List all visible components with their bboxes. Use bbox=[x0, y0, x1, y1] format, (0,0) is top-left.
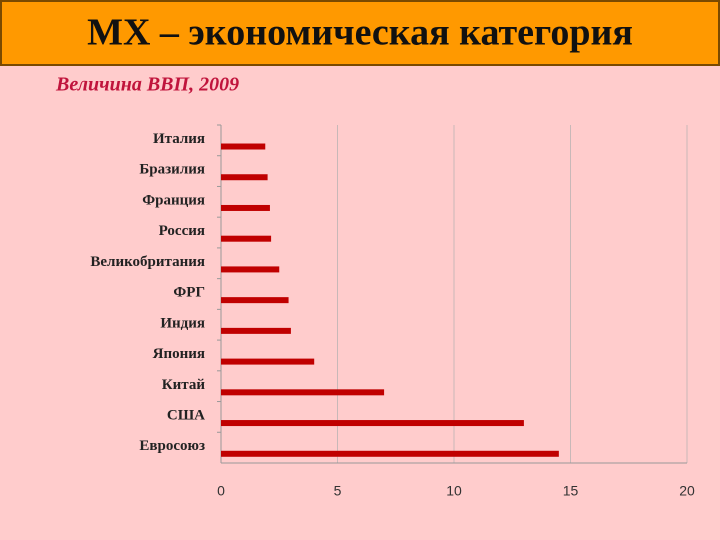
header-bar bbox=[0, 0, 720, 66]
y-tick-label: Япония bbox=[153, 346, 205, 362]
y-tick-label: Китай bbox=[162, 377, 206, 393]
bar bbox=[221, 358, 315, 365]
y-tick-label: США bbox=[167, 407, 205, 423]
x-tick-label: 10 bbox=[446, 483, 462, 499]
bar bbox=[221, 174, 268, 181]
bar bbox=[221, 389, 385, 396]
bar bbox=[221, 235, 272, 242]
bar bbox=[221, 327, 291, 334]
x-tick-label: 15 bbox=[563, 483, 579, 499]
y-tick-label: Индия bbox=[160, 315, 205, 331]
x-tick-label: 20 bbox=[679, 483, 695, 499]
bar bbox=[221, 143, 266, 150]
y-tick-label: ФРГ bbox=[173, 285, 205, 301]
y-tick-label: Бразилия bbox=[139, 162, 205, 178]
bar bbox=[221, 450, 559, 457]
slide-title: МХ – экономическая категория bbox=[87, 12, 633, 54]
y-tick-label: Франция bbox=[142, 192, 205, 208]
y-tick-label: Евросоюз bbox=[139, 438, 205, 454]
bar bbox=[221, 420, 524, 427]
chart-title: Величина ВВП, 2009 bbox=[55, 74, 239, 96]
y-tick-label: Италия bbox=[153, 131, 205, 147]
bar bbox=[221, 297, 289, 304]
x-tick-label: 0 bbox=[217, 483, 225, 499]
bar bbox=[221, 266, 280, 273]
bar bbox=[221, 204, 270, 211]
y-tick-label: Великобритания bbox=[90, 254, 205, 270]
y-tick-label: Россия bbox=[159, 223, 205, 239]
x-tick-label: 5 bbox=[334, 483, 342, 499]
